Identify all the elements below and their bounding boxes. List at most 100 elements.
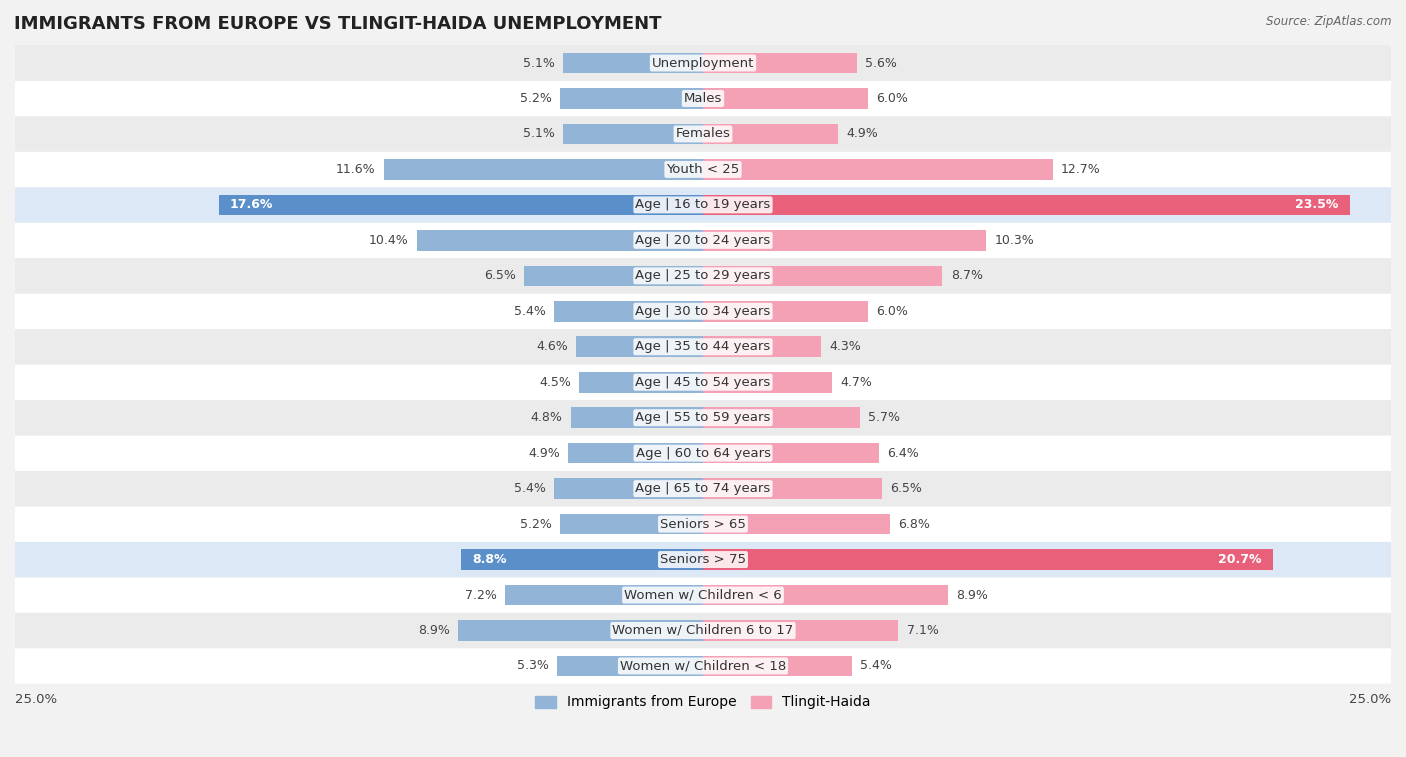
Text: Age | 25 to 29 years: Age | 25 to 29 years [636,269,770,282]
Text: 5.1%: 5.1% [523,127,554,141]
Bar [384,159,703,179]
Text: 25.0%: 25.0% [1348,693,1391,706]
Text: Youth < 25: Youth < 25 [666,163,740,176]
Bar [703,514,890,534]
Bar [703,336,821,357]
Text: 4.9%: 4.9% [846,127,877,141]
Text: 5.3%: 5.3% [517,659,548,672]
Text: Women w/ Children 6 to 17: Women w/ Children 6 to 17 [613,624,793,637]
Bar [703,656,852,676]
Text: 4.6%: 4.6% [537,340,568,354]
Bar [562,53,703,73]
Text: 5.2%: 5.2% [520,518,551,531]
Bar [458,620,703,640]
Bar [554,478,703,499]
Text: IMMIGRANTS FROM EUROPE VS TLINGIT-HAIDA UNEMPLOYMENT: IMMIGRANTS FROM EUROPE VS TLINGIT-HAIDA … [14,15,662,33]
FancyBboxPatch shape [15,151,1391,187]
Text: 5.4%: 5.4% [515,305,546,318]
FancyBboxPatch shape [15,506,1391,542]
FancyBboxPatch shape [15,258,1391,294]
Text: 10.4%: 10.4% [368,234,409,247]
FancyBboxPatch shape [15,223,1391,258]
Bar [703,89,868,109]
Text: 5.2%: 5.2% [520,92,551,105]
Text: Seniors > 65: Seniors > 65 [659,518,747,531]
Bar [703,53,858,73]
Text: 20.7%: 20.7% [1218,553,1261,566]
Bar [505,584,703,606]
Bar [461,550,703,570]
Text: Source: ZipAtlas.com: Source: ZipAtlas.com [1267,15,1392,28]
Bar [703,478,882,499]
Text: 7.1%: 7.1% [907,624,939,637]
Bar [557,656,703,676]
Text: Females: Females [675,127,731,141]
Text: 23.5%: 23.5% [1295,198,1339,211]
Text: 5.7%: 5.7% [868,411,900,424]
Text: Age | 60 to 64 years: Age | 60 to 64 years [636,447,770,459]
Text: 4.3%: 4.3% [830,340,862,354]
FancyBboxPatch shape [15,117,1391,151]
Bar [703,550,1272,570]
FancyBboxPatch shape [15,364,1391,400]
FancyBboxPatch shape [15,471,1391,506]
Text: 6.8%: 6.8% [898,518,931,531]
Bar [703,266,942,286]
Text: Women w/ Children < 6: Women w/ Children < 6 [624,588,782,602]
Bar [571,407,703,428]
Bar [562,123,703,145]
Bar [560,514,703,534]
Text: 5.4%: 5.4% [515,482,546,495]
Text: 8.9%: 8.9% [956,588,988,602]
FancyBboxPatch shape [15,329,1391,364]
Text: 17.6%: 17.6% [229,198,273,211]
Bar [703,159,1053,179]
Text: 4.5%: 4.5% [538,375,571,388]
FancyBboxPatch shape [15,187,1391,223]
Bar [703,584,948,606]
Text: Age | 35 to 44 years: Age | 35 to 44 years [636,340,770,354]
Text: Seniors > 75: Seniors > 75 [659,553,747,566]
Bar [568,443,703,463]
Text: 4.7%: 4.7% [841,375,873,388]
FancyBboxPatch shape [15,435,1391,471]
Text: Women w/ Children < 18: Women w/ Children < 18 [620,659,786,672]
Bar [524,266,703,286]
FancyBboxPatch shape [15,294,1391,329]
Text: 5.6%: 5.6% [865,57,897,70]
Bar [219,195,703,215]
FancyBboxPatch shape [15,578,1391,612]
Text: 10.3%: 10.3% [994,234,1035,247]
Text: 7.2%: 7.2% [465,588,496,602]
Bar [579,372,703,393]
FancyBboxPatch shape [15,81,1391,117]
Text: Age | 16 to 19 years: Age | 16 to 19 years [636,198,770,211]
Text: Age | 55 to 59 years: Age | 55 to 59 years [636,411,770,424]
Text: Unemployment: Unemployment [652,57,754,70]
Text: 6.5%: 6.5% [484,269,516,282]
Text: Age | 20 to 24 years: Age | 20 to 24 years [636,234,770,247]
Text: Age | 65 to 74 years: Age | 65 to 74 years [636,482,770,495]
Bar [560,89,703,109]
Bar [703,195,1350,215]
FancyBboxPatch shape [15,45,1391,81]
Text: Age | 30 to 34 years: Age | 30 to 34 years [636,305,770,318]
Text: 12.7%: 12.7% [1060,163,1101,176]
Legend: Immigrants from Europe, Tlingit-Haida: Immigrants from Europe, Tlingit-Haida [530,690,876,715]
Bar [703,407,860,428]
Bar [703,620,898,640]
Text: 8.8%: 8.8% [472,553,506,566]
Bar [416,230,703,251]
Bar [554,301,703,322]
Text: 6.0%: 6.0% [876,305,908,318]
Text: 11.6%: 11.6% [336,163,375,176]
Text: 6.4%: 6.4% [887,447,920,459]
Text: 5.4%: 5.4% [860,659,891,672]
FancyBboxPatch shape [15,648,1391,684]
Text: 8.9%: 8.9% [418,624,450,637]
Bar [703,372,832,393]
Text: Age | 45 to 54 years: Age | 45 to 54 years [636,375,770,388]
Bar [576,336,703,357]
FancyBboxPatch shape [15,542,1391,578]
FancyBboxPatch shape [15,612,1391,648]
